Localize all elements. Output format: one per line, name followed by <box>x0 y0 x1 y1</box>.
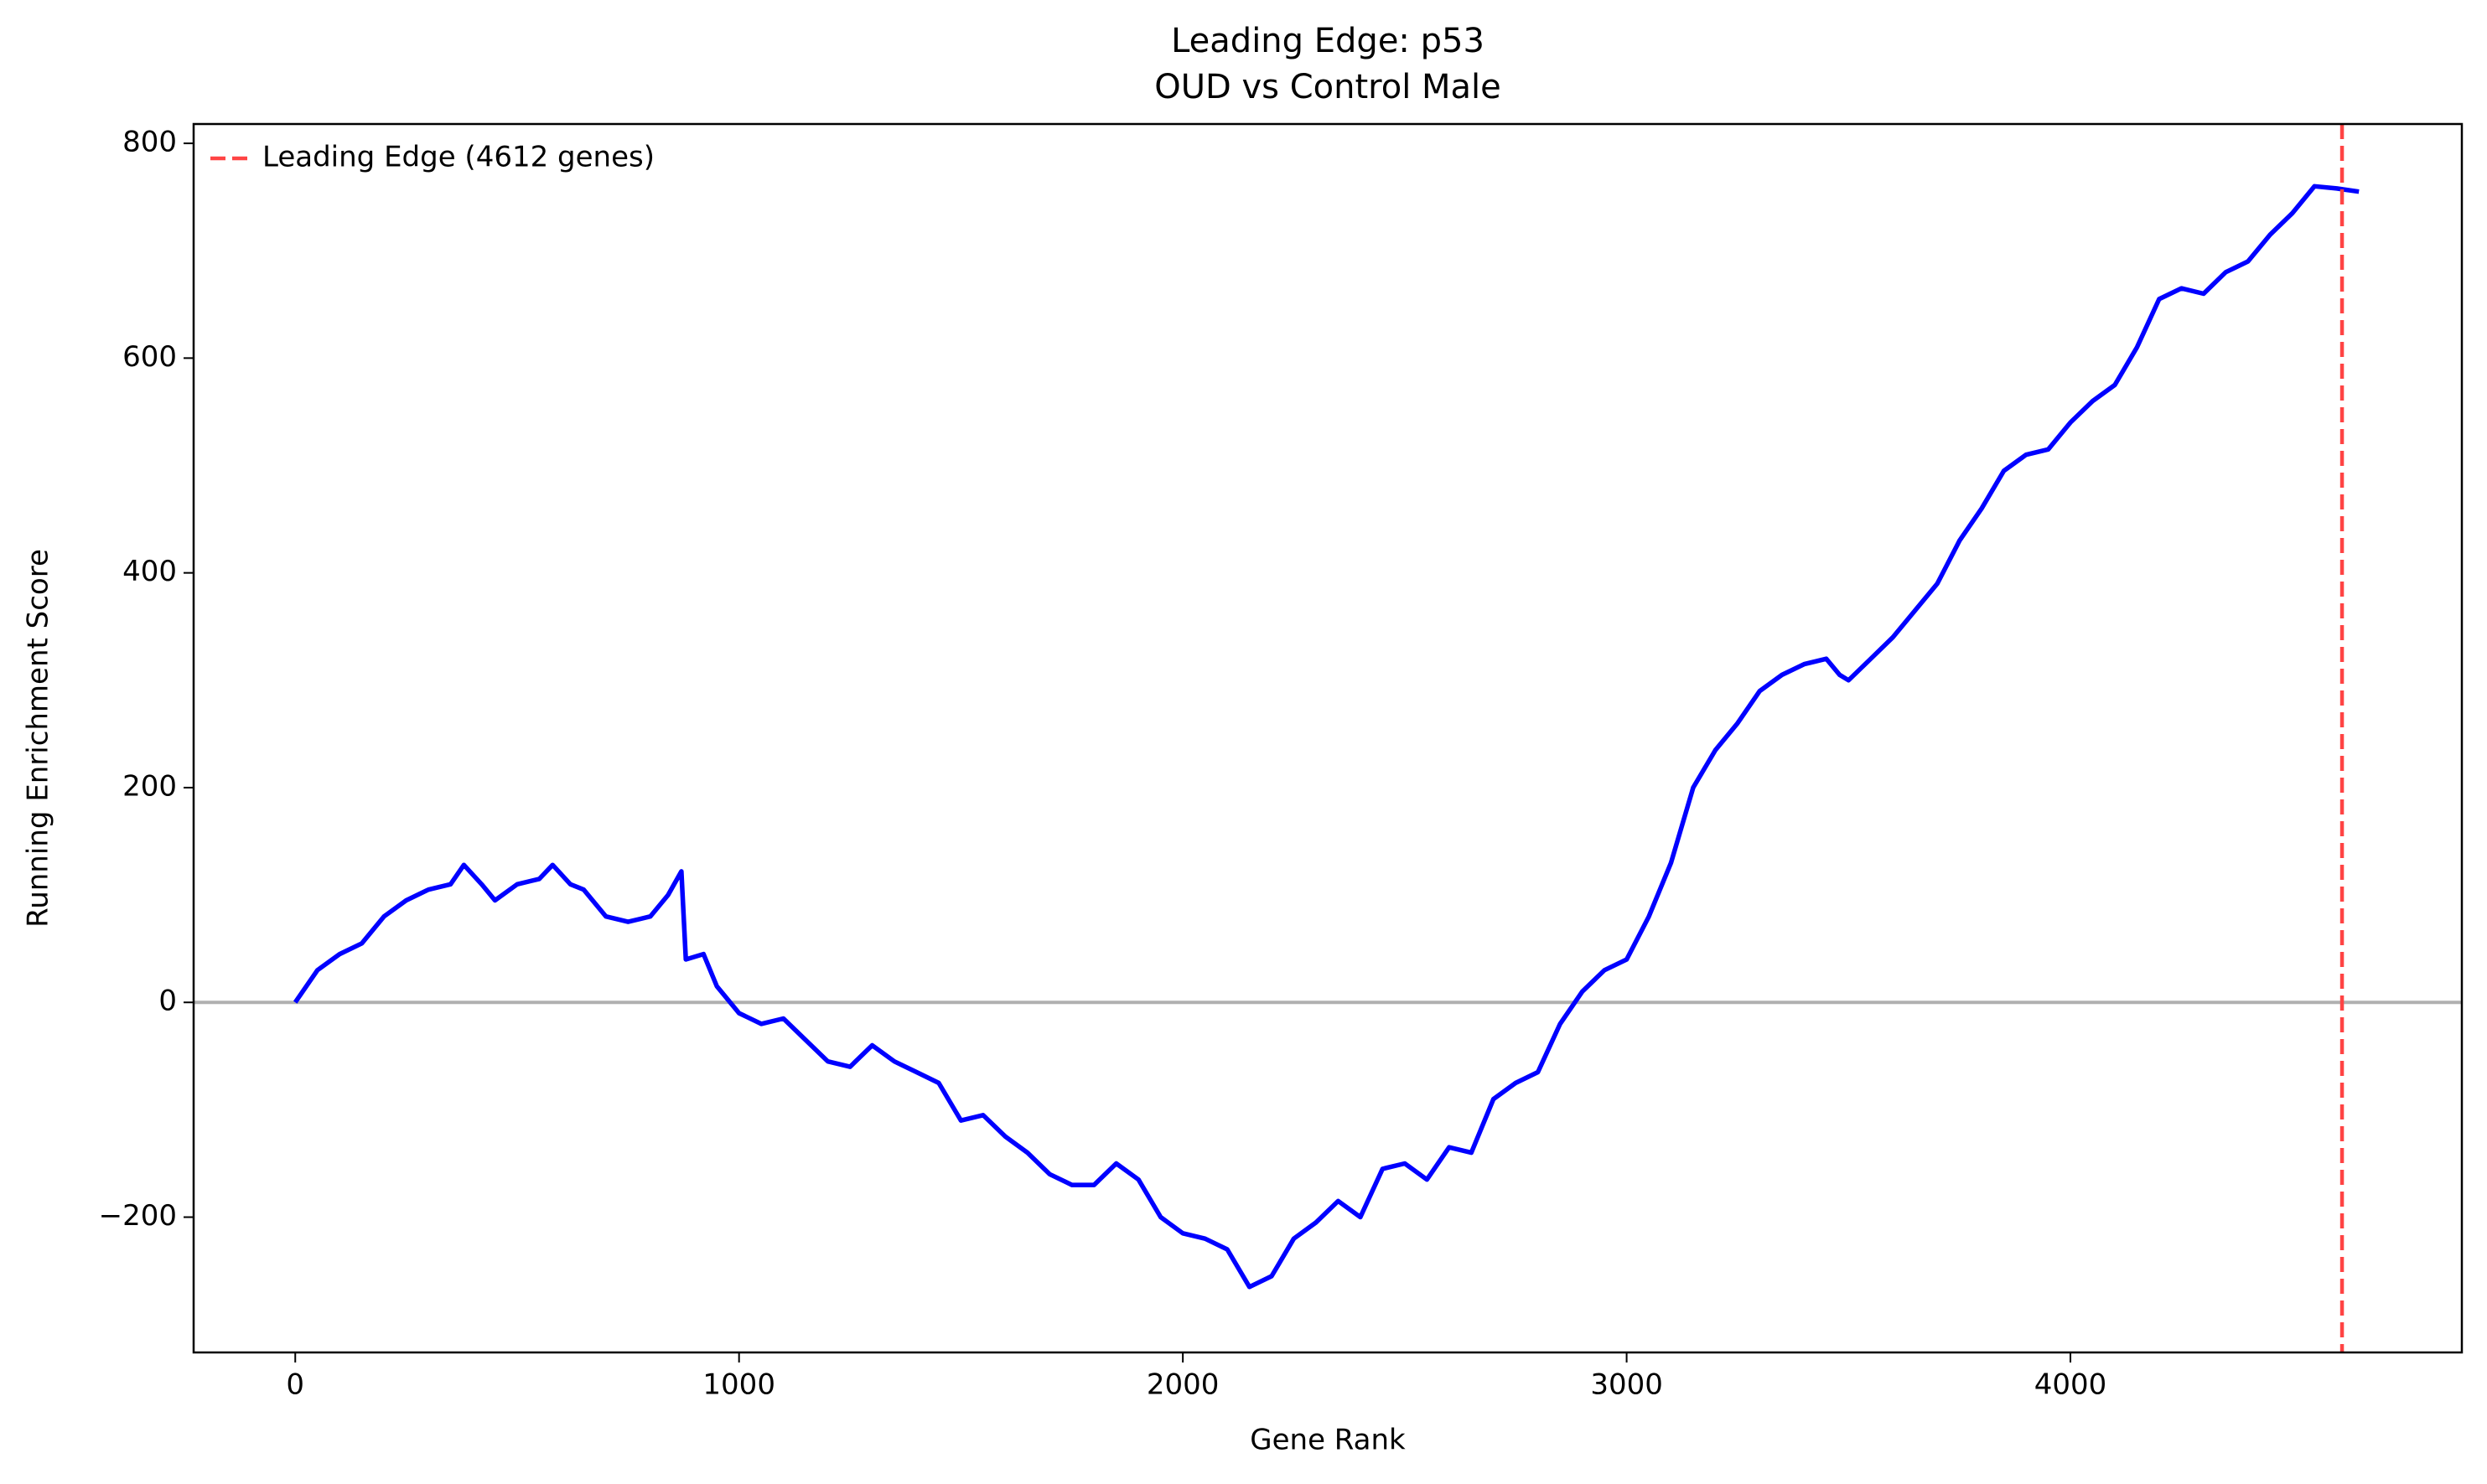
y-axis-label: Running Enrichment Score <box>22 549 55 928</box>
y-tick-label: 0 <box>158 985 177 1018</box>
x-tick-label: 3000 <box>1590 1368 1663 1402</box>
chart-title: Leading Edge: p53 <box>1171 22 1484 60</box>
plot-frame <box>192 122 2464 1354</box>
y-tick-label: 400 <box>122 555 177 588</box>
y-tick-label: 200 <box>122 769 177 803</box>
y-tick-label: −200 <box>99 1199 177 1233</box>
x-axis-label: Gene Rank <box>1250 1424 1406 1457</box>
legend-label: Leading Edge (4612 genes) <box>262 141 655 174</box>
chart-subtitle: OUD vs Control Male <box>1154 68 1501 106</box>
x-tick-label: 1000 <box>702 1368 775 1402</box>
y-tick-label: 600 <box>122 340 177 374</box>
x-tick-label: 4000 <box>2034 1368 2107 1402</box>
score-line <box>293 184 2360 1290</box>
x-tick-label: 0 <box>286 1368 304 1402</box>
y-tick-label: 800 <box>122 126 177 159</box>
x-tick-label: 2000 <box>1147 1368 1220 1402</box>
